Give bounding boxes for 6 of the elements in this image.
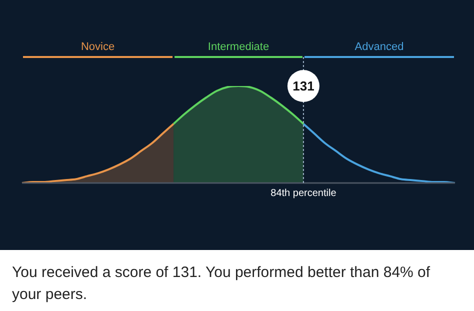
text: 84th percentile xyxy=(270,188,337,199)
annotation: 131 xyxy=(292,78,314,94)
text: Advanced xyxy=(354,41,404,53)
text: You received a score of 131. You performed better than 84% of your peers. xyxy=(11,263,432,305)
text: Intermediate xyxy=(208,41,270,53)
text: Novice xyxy=(80,41,115,53)
